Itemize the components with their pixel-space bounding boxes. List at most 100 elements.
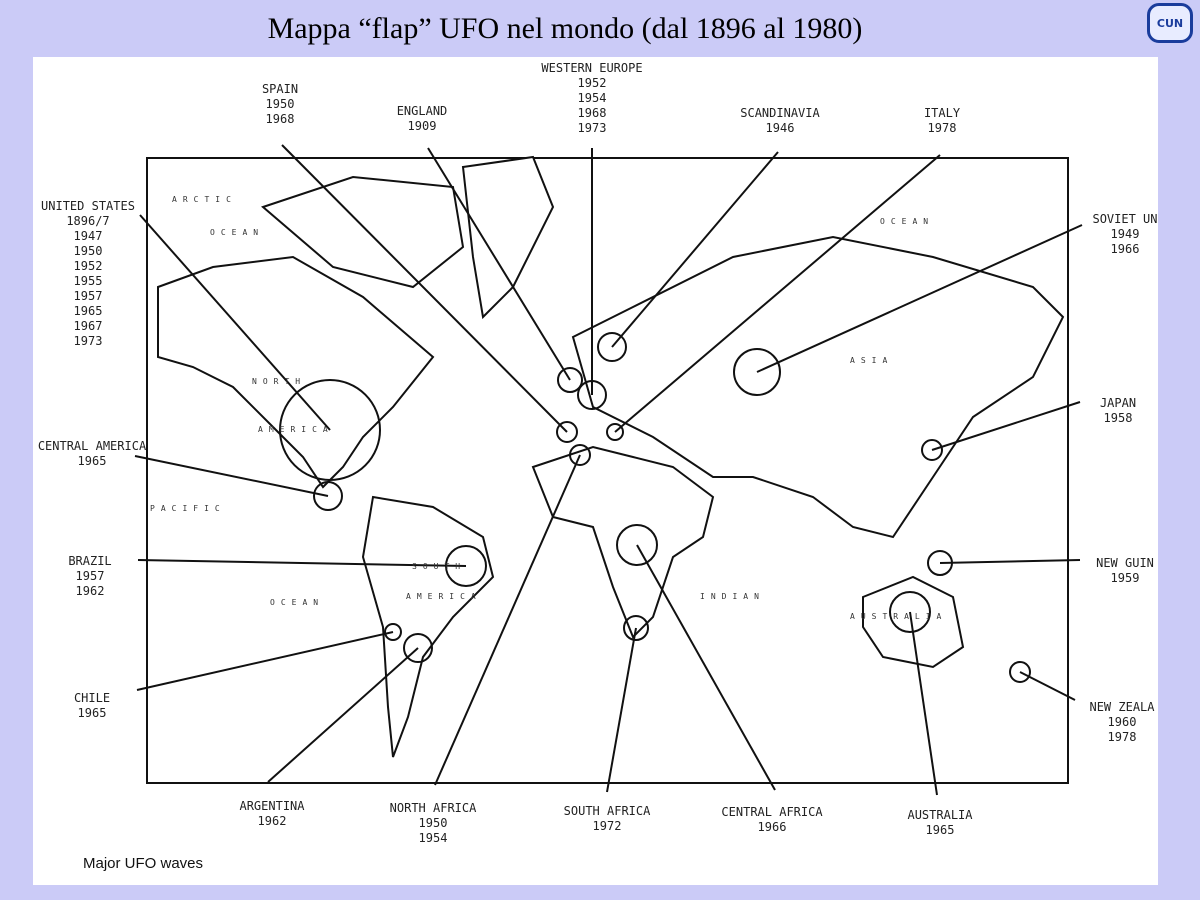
map-text: OCEAN [270,598,325,607]
caption: Major UFO waves [83,855,204,872]
continents [157,155,1065,758]
wave-label: ENGLAND 1909 [357,104,487,134]
wave-label: NEW GUIN 1959 [1060,556,1158,586]
leader-line [139,214,331,431]
wave-circle [577,380,607,410]
region-name: NEW GUIN [1096,556,1154,570]
map-text: PACIFIC [150,504,226,513]
map-text: NORTH [252,377,307,386]
wave-year: 1957 [75,569,105,583]
wave-year: 1978 [1107,730,1137,744]
wave-year: 1959 [1110,571,1140,585]
map-text: AMERICA [258,425,334,434]
wave-year: 1954 [577,91,607,105]
wave-year: 1955 [73,274,103,288]
region-name: SCANDINAVIA [740,106,820,120]
wave-circle [313,481,343,511]
map-text: SOUTH [412,562,467,571]
region-name: BRAZIL [68,554,112,568]
leader-line [267,647,419,783]
wave-year: 1973 [577,121,607,135]
leader-line [909,611,938,796]
map-text: INDIAN [700,592,765,601]
wave-circle [606,423,624,441]
logo: CUN [1147,3,1193,43]
wave-year: 1965 [77,706,107,720]
map-text: OCEAN [210,228,265,237]
region-name: AUSTRALIA [907,808,973,822]
wave-label: SOUTH AFRICA 1972 [542,804,672,834]
title: Mappa “flap” UFO nel mondo (dal 1896 al … [267,12,863,45]
leader-line [281,144,568,433]
leader-line [611,151,779,348]
region-name: CENTRAL AFRICA [721,805,823,819]
wave-circle [889,591,931,633]
wave-year: 1954 [418,831,448,845]
wave-year: 1958 [1103,411,1133,425]
region-name: SOVIET UN [1092,212,1158,226]
wave-label: SOVIET UN 1949 1966 [1060,212,1158,257]
wave-circle [1009,661,1031,683]
wave-year: 1968 [577,106,607,120]
map-text: AUSTRALIA [850,612,948,621]
wave-label: NORTH AFRICA 1950 1954 [368,801,498,846]
map-panel: SPAIN 1950 1968 WESTERN EUROPE 1952 1954 1968 1… [33,57,1158,885]
wave-year: 1952 [577,76,607,90]
region-name: ARGENTINA [239,799,305,813]
wave-label: AUSTRALIA 1965 [875,808,1005,838]
wave-label: SPAIN 1950 1968 [215,82,345,127]
map [134,144,1083,796]
wave-circle [384,623,402,641]
leader-line [434,454,581,786]
wave-circle [927,550,953,576]
wave-year: 1962 [75,584,105,598]
leader-line [137,559,467,567]
region-name: NORTH AFRICA [389,801,477,815]
wave-year: 1968 [265,112,295,126]
wave-label: SCANDINAVIA 1946 [715,106,845,136]
region-name: CHILE [73,691,111,705]
wave-year: 1949 [1110,227,1140,241]
wave-circle [557,367,583,393]
wave-year: 1966 [757,820,787,834]
map-frame [146,157,1069,784]
map-text: AMERICA [406,592,482,601]
leader-line [134,455,329,497]
wave-label: CENTRAL AFRICA 1966 [707,805,837,835]
wave-circle [569,444,591,466]
map-text: OCEAN [880,217,935,226]
region-name: UNITED STATES [41,199,135,213]
wave-circle [597,332,627,362]
wave-year: 1947 [73,229,103,243]
wave-year: 1965 [73,304,103,318]
region-name: NEW ZEALA [1089,700,1155,714]
leader-line [614,154,941,433]
leader-line [756,224,1083,373]
region-name: WESTERN EUROPE [541,61,643,75]
wave-year: 1950 [73,244,103,258]
wave-circle [623,615,649,641]
wave-label: CENTRAL AMERICA 1965 [33,439,157,469]
region-name: ITALY [923,106,961,120]
map-text: ARCTIC [172,195,237,204]
wave-year: 1946 [765,121,795,135]
wave-circle [733,348,781,396]
wave-label: ITALY 1978 [877,106,1007,136]
wave-year: 1909 [407,119,437,133]
wave-circle [445,545,487,587]
wave-circle [921,439,943,461]
wave-circle [616,524,658,566]
wave-circle [403,633,433,663]
wave-label: NEW ZEALA 1960 1978 [1057,700,1158,745]
wave-year: 1950 [265,97,295,111]
wave-year: 1896/7 [66,214,110,228]
wave-circle [556,421,578,443]
map-text: ASIA [850,356,894,365]
leader-line [606,627,637,793]
region-name: JAPAN [1099,396,1137,410]
wave-label: BRAZIL 1957 1962 [33,554,155,599]
wave-label: WESTERN EUROPE 1952 1954 1968 1973 [527,61,657,136]
wave-year: 1965 [77,454,107,468]
wave-year: 1962 [257,814,287,828]
